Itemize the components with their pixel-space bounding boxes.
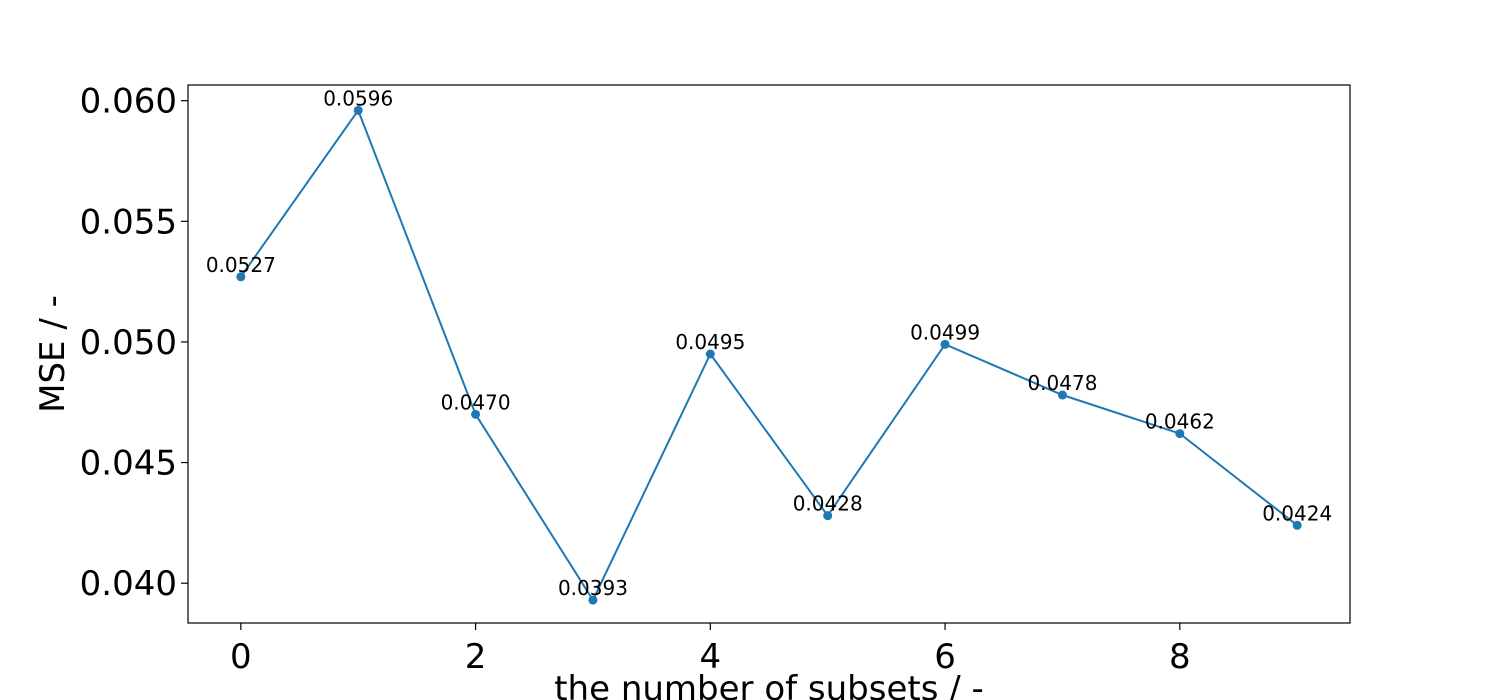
data-point	[705, 349, 715, 359]
data-point	[1057, 390, 1067, 400]
data-point	[1292, 520, 1302, 530]
y-tick-label: 0.055	[80, 202, 177, 242]
y-tick-label: 0.050	[80, 323, 177, 363]
data-label: 0.0393	[558, 576, 628, 600]
plot-area	[187, 84, 1351, 624]
data-point	[353, 105, 363, 115]
x-tick-label: 4	[699, 637, 721, 677]
data-label: 0.0499	[910, 320, 980, 344]
data-point	[471, 409, 481, 419]
data-label: 0.0495	[675, 330, 745, 354]
y-tick-label: 0.040	[80, 564, 177, 604]
x-tick-label: 0	[230, 637, 252, 677]
y-axis-title: MSE / -	[33, 295, 73, 413]
series-markers	[236, 105, 1302, 605]
data-point	[588, 595, 598, 605]
x-axis-title: the number of subsets / -	[554, 669, 984, 700]
y-tick-label: 0.045	[80, 444, 177, 484]
x-tick-label: 2	[465, 637, 487, 677]
data-label: 0.0428	[793, 492, 863, 516]
data-label: 0.0470	[441, 390, 511, 414]
series-line	[240, 108, 1298, 603]
data-label: 0.0478	[1027, 371, 1097, 395]
data-point	[236, 272, 246, 282]
data-label: 0.0596	[323, 86, 393, 110]
data-label: 0.0462	[1145, 410, 1215, 434]
data-point	[823, 511, 833, 521]
x-axis-ticks: 0 2 4 6 8	[230, 623, 1191, 677]
data-point	[940, 339, 950, 349]
x-tick-label: 8	[1169, 637, 1191, 677]
x-tick-label: 6	[934, 637, 956, 677]
data-label: 0.0424	[1262, 501, 1332, 525]
data-label: 0.0527	[206, 253, 276, 277]
y-axis-ticks: 0.040 0.045 0.050 0.055 0.060	[80, 82, 188, 604]
data-labels: 0.0527 0.0596 0.0470 0.0393 0.0495 0.0428 0.04…	[206, 86, 1332, 600]
y-tick-label: 0.060	[80, 82, 177, 122]
data-point	[1175, 429, 1185, 439]
